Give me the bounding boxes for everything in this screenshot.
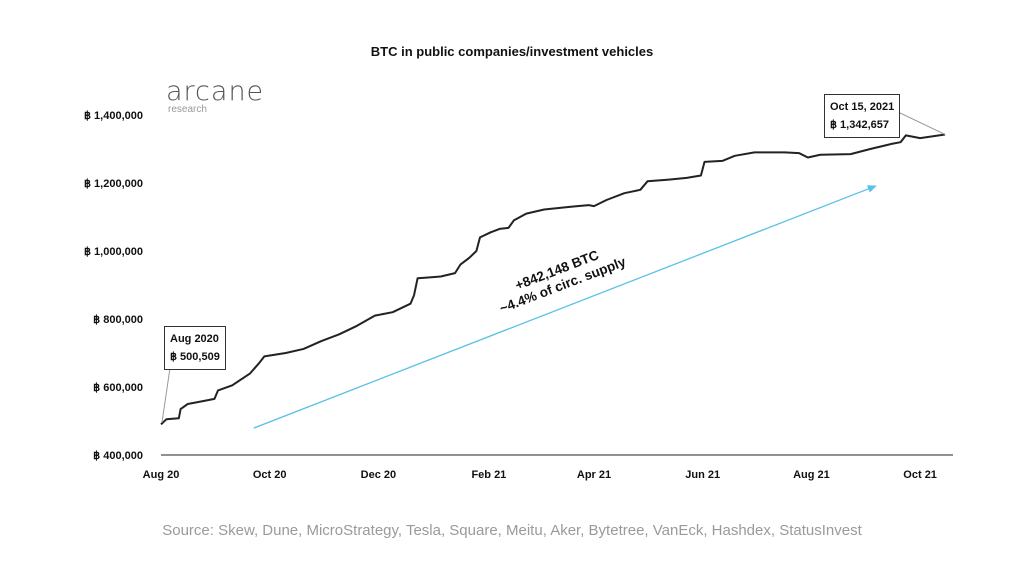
y-tick-label: ฿ 400,000	[93, 450, 143, 462]
y-tick-label: ฿ 600,000	[93, 382, 143, 394]
y-tick-label: ฿ 1,000,000	[84, 246, 143, 258]
x-tick-label: Jun 21	[685, 469, 720, 481]
x-tick-label: Aug 20	[143, 469, 180, 481]
end-callout: Oct 15, 2021 ฿ 1,342,657	[824, 94, 901, 138]
x-tick-label: Dec 20	[361, 469, 396, 481]
end-callout-leader	[897, 111, 946, 135]
x-tick-label: Feb 21	[471, 469, 506, 481]
trend-arrow	[253, 185, 877, 429]
arcane-logo-sub: research	[168, 104, 207, 115]
chart-title: BTC in public companies/investment vehic…	[370, 44, 654, 59]
y-tick-label: ฿ 800,000	[93, 314, 143, 326]
end-date: Oct 15, 2021	[830, 101, 895, 113]
source-note: Source: Skew, Dune, MicroStrategy, Tesla…	[162, 522, 862, 539]
x-tick-label: Aug 21	[793, 469, 830, 481]
end-value: ฿ 1,342,657	[830, 119, 889, 131]
x-tick-label: Apr 21	[577, 469, 611, 481]
start-callout: Aug 2020 ฿ 500,509	[164, 326, 226, 370]
arcane-logo: arcane	[166, 76, 265, 107]
x-tick-label: Oct 20	[253, 469, 287, 481]
y-tick-label: ฿ 1,400,000	[84, 110, 143, 122]
start-callout-leader	[161, 367, 171, 423]
btc-holdings-line	[160, 133, 946, 426]
start-value: ฿ 500,509	[170, 351, 220, 363]
x-tick-label: Oct 21	[903, 469, 937, 481]
start-date: Aug 2020	[170, 333, 219, 345]
y-tick-label: ฿ 1,200,000	[84, 178, 143, 190]
